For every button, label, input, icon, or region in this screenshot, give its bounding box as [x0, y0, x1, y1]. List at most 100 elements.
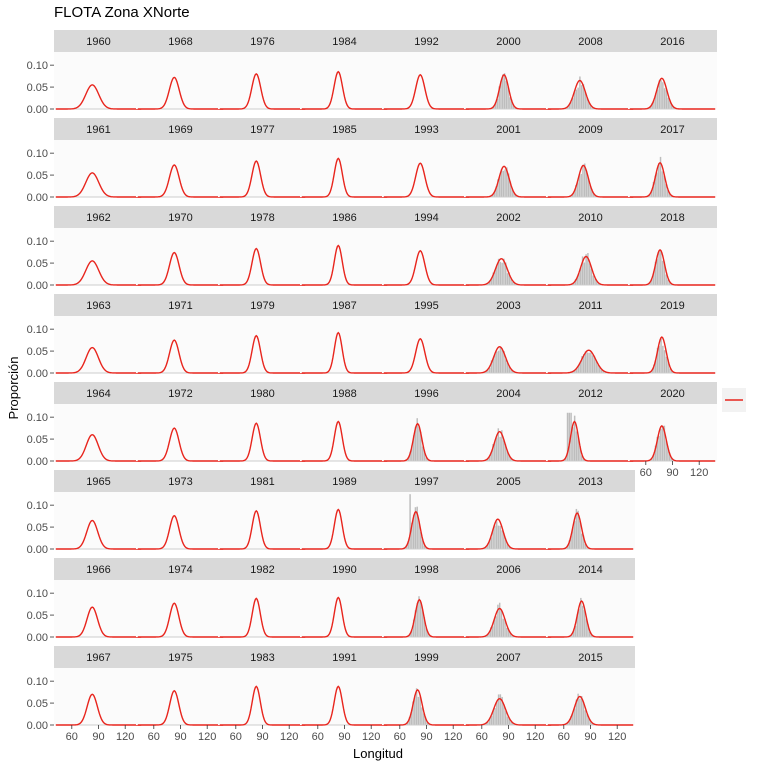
- histogram-bar: [586, 97, 588, 109]
- histogram-bar: [577, 436, 579, 461]
- histogram-bar: [656, 172, 658, 197]
- histogram-bar: [658, 163, 660, 197]
- histogram-bar: [497, 604, 499, 637]
- histogram-bar: [502, 618, 504, 637]
- density-curve: [383, 422, 470, 462]
- histogram-bar: [593, 355, 596, 373]
- histogram-bar: [510, 369, 512, 373]
- facet-1987: 1987: [300, 294, 389, 374]
- histogram-bar: [671, 370, 673, 373]
- histogram-bar: [407, 457, 410, 461]
- histogram-bar: [654, 445, 657, 461]
- histogram-bar: [494, 102, 497, 109]
- histogram-bar: [656, 436, 658, 461]
- histogram-bar: [485, 546, 487, 549]
- histogram-bar: [594, 278, 596, 285]
- histogram-bar: [658, 250, 660, 285]
- histogram-bar: [589, 185, 591, 197]
- x-tick-label: 90: [338, 731, 350, 743]
- facet-strip: [218, 646, 307, 668]
- histogram-bar: [424, 716, 427, 725]
- histogram-bar: [595, 360, 597, 373]
- histogram-bar: [422, 713, 425, 725]
- x-tick-label: 60: [394, 731, 406, 743]
- facet-strip-label: 1996: [414, 388, 438, 400]
- x-tick-label: 90: [420, 731, 432, 743]
- x-tick-label: 90: [256, 731, 268, 743]
- histogram-bar: [496, 351, 498, 373]
- histogram-bar: [487, 543, 489, 549]
- histogram-bar: [490, 627, 492, 637]
- facet-panel: [300, 52, 389, 109]
- y-tick-label: 0.05: [27, 698, 48, 710]
- facet-panel: [218, 52, 307, 109]
- y-tick-label: 0.05: [27, 610, 48, 622]
- histogram-bar: [580, 533, 583, 549]
- histogram-bar: [579, 445, 581, 461]
- histogram-bar: [503, 258, 505, 285]
- facet-1986: 1986: [300, 206, 389, 286]
- x-tick-label: 60: [312, 731, 324, 743]
- histogram-bar: [570, 535, 572, 549]
- histogram-bar: [577, 87, 579, 109]
- histogram-bar: [591, 189, 593, 197]
- facet-strip: [300, 470, 389, 492]
- histogram-bar: [576, 276, 578, 285]
- density-curve: [55, 84, 142, 110]
- facet-1969: 1969: [136, 118, 225, 198]
- facet-1979: 1979: [218, 294, 307, 374]
- facet-2007: 2007 60 90 120: [464, 646, 553, 743]
- facet-strip: [546, 30, 635, 52]
- histogram-bar: [485, 723, 487, 725]
- facet-strip-label: 1982: [250, 564, 274, 576]
- facet-strip: [628, 30, 717, 52]
- histogram-bar: [668, 282, 671, 285]
- facet-strip: [464, 118, 553, 140]
- histogram-bar: [582, 458, 585, 461]
- facet-strip-label: 2001: [496, 124, 520, 136]
- histogram-bar: [577, 365, 580, 373]
- density-curve: [465, 430, 552, 462]
- density-curve: [301, 596, 388, 638]
- facet-1961: 1961 0.00 0.05 0.10: [27, 118, 143, 204]
- facet-1988: 1988: [300, 382, 389, 462]
- density-curve: [219, 597, 306, 638]
- histogram-bar: [506, 167, 508, 197]
- histogram-bar: [656, 259, 658, 285]
- facet-panel: [382, 316, 471, 373]
- facet-2000: 2000: [464, 30, 553, 110]
- histogram-bar: [580, 597, 582, 637]
- facet-strip: [136, 470, 225, 492]
- x-tick-label: 60: [148, 731, 160, 743]
- facet-strip: [464, 206, 553, 228]
- histogram-bar: [669, 100, 671, 109]
- y-axis-label: Proporción: [6, 357, 21, 420]
- facet-1983: 1983 60 90 120: [218, 646, 307, 743]
- facet-strip-label: 2010: [578, 212, 602, 224]
- facet-2020: 2020 60 90 120: [628, 382, 717, 479]
- histogram-bar: [493, 619, 496, 637]
- histogram-bar: [412, 515, 415, 549]
- histogram-bar: [656, 89, 659, 109]
- facet-panel: [628, 140, 717, 197]
- facet-strip-label: 2003: [496, 300, 520, 312]
- histogram-bar: [497, 428, 500, 461]
- density-curve: [219, 422, 306, 462]
- histogram-bar: [669, 368, 671, 373]
- density-curve: [55, 433, 142, 462]
- histogram-bar: [588, 352, 590, 373]
- facet-panel: [54, 316, 143, 373]
- facet-strip-label: 1976: [250, 36, 274, 48]
- histogram-bar: [506, 273, 509, 285]
- y-tick-label: 0.05: [27, 170, 48, 182]
- histogram-bar: [566, 412, 569, 461]
- histogram-bar: [507, 173, 510, 197]
- density-curve: [219, 160, 306, 198]
- histogram-bar: [420, 431, 422, 461]
- facet-2006: 2006: [464, 558, 553, 638]
- facet-1997: 1997: [382, 470, 471, 550]
- histogram-bar: [488, 280, 491, 285]
- histogram-bar: [568, 721, 570, 725]
- histogram-bar: [652, 271, 655, 285]
- histogram-bar: [412, 619, 415, 637]
